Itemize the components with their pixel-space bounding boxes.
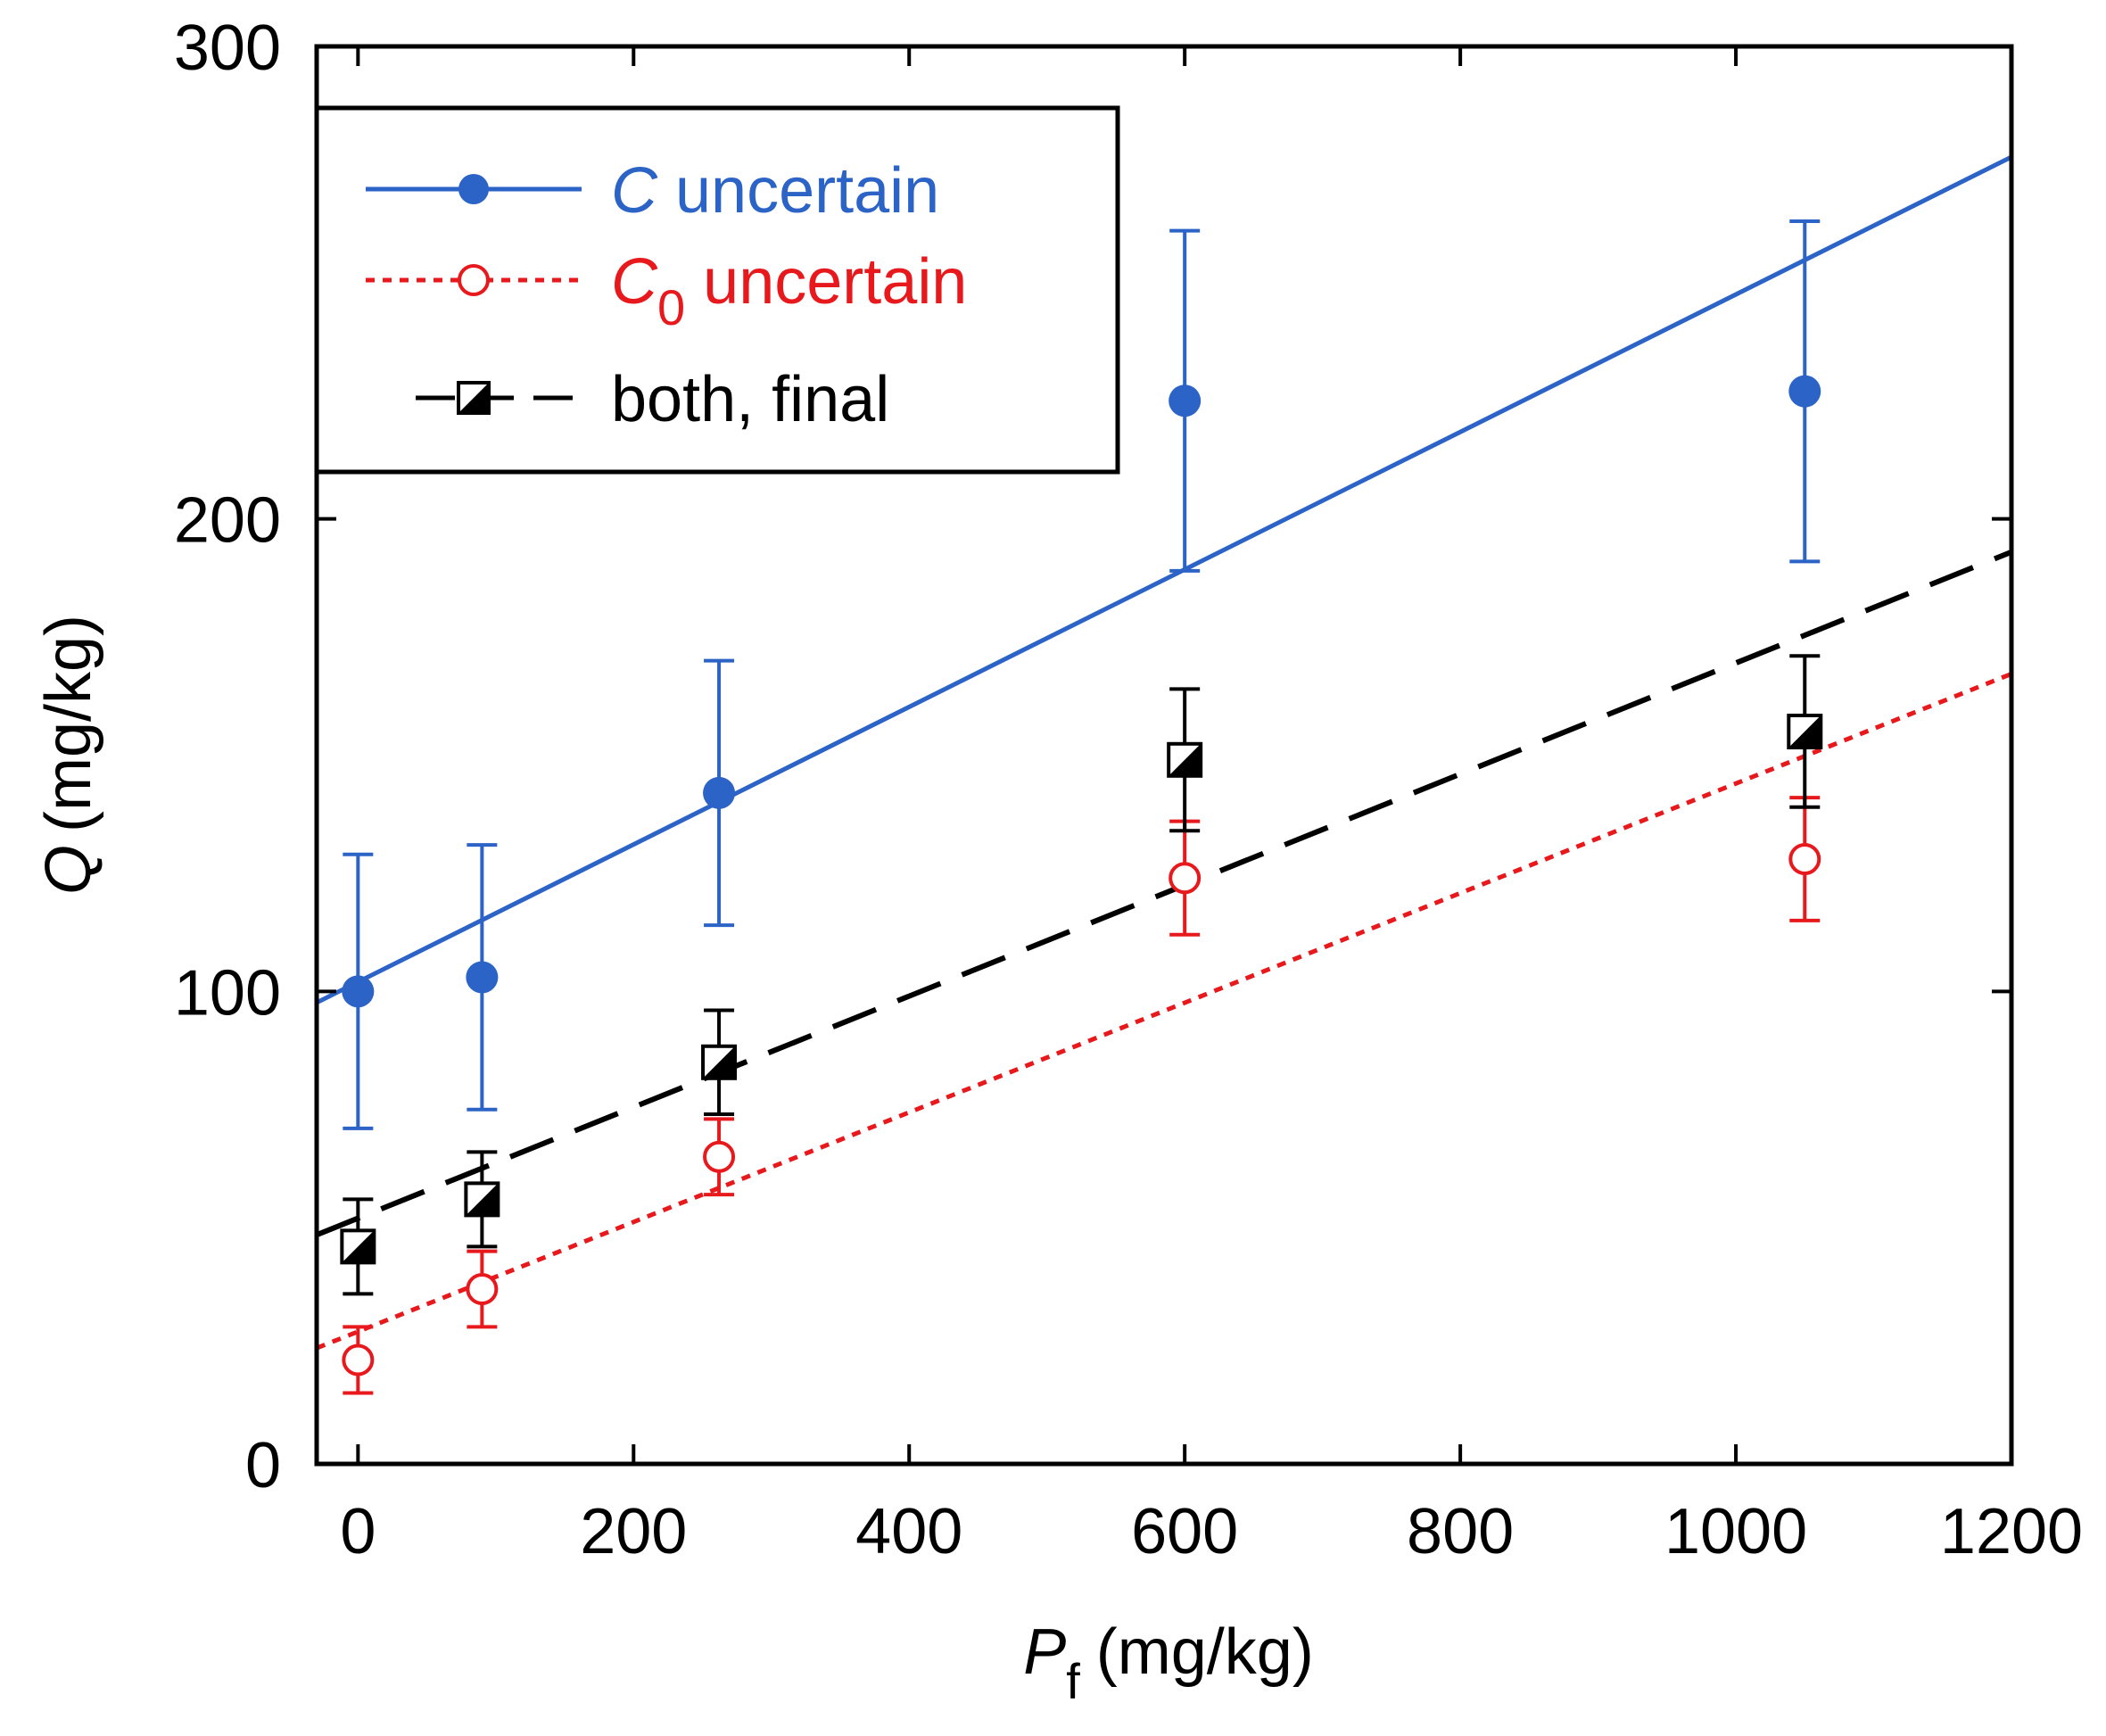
marker-square-fill — [1169, 743, 1202, 776]
plot-frame — [314, 44, 2014, 1467]
legend-symbol-c0-uncertain: C — [611, 246, 658, 318]
marker-both_final — [1787, 714, 1823, 750]
legend-label-c-uncertain: C uncertain — [611, 155, 939, 227]
marker-c0_uncertain — [1169, 862, 1202, 895]
marker-c0_uncertain — [1788, 843, 1821, 876]
x-axis-symbol: P — [1023, 1616, 1066, 1688]
y-axis-symbol: Q — [33, 845, 104, 895]
y-tick-label: 0 — [245, 1430, 281, 1501]
marker-square-fill — [1788, 715, 1821, 748]
legend-label-c0-uncertain: C0 uncertain — [611, 246, 967, 335]
x-tick-label: 1000 — [1664, 1496, 1807, 1567]
marker-both_final — [464, 1181, 500, 1218]
x-axis-label: Pf (mg/kg) — [1023, 1616, 1314, 1709]
legend-label-both-final: both, final — [611, 364, 889, 435]
x-tick-label: 1200 — [1940, 1496, 2083, 1567]
legend-symbol-c-uncertain: C — [611, 155, 658, 227]
marker-c_uncertain — [703, 776, 736, 809]
marker-both_final — [701, 1044, 738, 1080]
x-tick-label: 400 — [855, 1496, 962, 1567]
y-tick-label: 300 — [174, 12, 281, 84]
x-tick-label: 800 — [1407, 1496, 1514, 1567]
marker-both_final — [1167, 741, 1203, 778]
legend-box — [314, 105, 1120, 475]
marker-c_uncertain — [1169, 384, 1202, 417]
axis-tick-labels: 0 200 400 600 800 1000 1200 0 100 200 300 — [174, 12, 2083, 1567]
fit-line-c_uncertain — [317, 154, 2011, 1005]
legend-marker-c0-uncertain — [458, 264, 490, 296]
marker-both_final — [340, 1228, 376, 1265]
legend-entry-both-final: both, final — [416, 364, 889, 435]
marker-c_uncertain — [466, 961, 499, 994]
legend-rest-c0-uncertain: uncertain — [685, 246, 967, 318]
y-tick-label: 100 — [174, 957, 281, 1029]
legend-marker-both-final — [457, 381, 491, 415]
y-axis-unit: (mg/kg) — [33, 615, 104, 832]
x-tick-label: 600 — [1131, 1496, 1238, 1567]
x-axis-subscript: f — [1066, 1653, 1080, 1709]
marker-c0_uncertain — [466, 1273, 499, 1306]
y-axis-label: Q (mg/kg) — [33, 615, 104, 895]
marker-square-fill — [703, 1046, 736, 1079]
legend-marker-c-uncertain — [458, 174, 489, 204]
markers — [340, 375, 1823, 1376]
x-tick-label: 0 — [340, 1496, 376, 1567]
legend-entry-c0-uncertain: C0 uncertain — [366, 246, 967, 335]
marker-c0_uncertain — [703, 1140, 736, 1173]
legend-subscript-c0-uncertain: 0 — [657, 279, 685, 335]
marker-c_uncertain — [342, 975, 375, 1008]
marker-square-fill — [342, 1230, 375, 1263]
y-tick-label: 200 — [174, 485, 281, 557]
x-axis-unit: (mg/kg) — [1096, 1616, 1314, 1688]
legend: C uncertain C0 uncertain both, final — [314, 105, 1120, 475]
fit-line-both_final — [317, 549, 2011, 1238]
axis-ticks — [317, 45, 2013, 1466]
marker-c_uncertain — [1788, 375, 1821, 408]
legend-rest-c-uncertain: uncertain — [657, 155, 939, 227]
marker-c0_uncertain — [342, 1343, 375, 1376]
marker-square-fill — [466, 1183, 499, 1216]
legend-entry-c-uncertain: C uncertain — [366, 155, 939, 227]
fit-lines — [317, 154, 2011, 1351]
x-tick-label: 200 — [580, 1496, 687, 1567]
